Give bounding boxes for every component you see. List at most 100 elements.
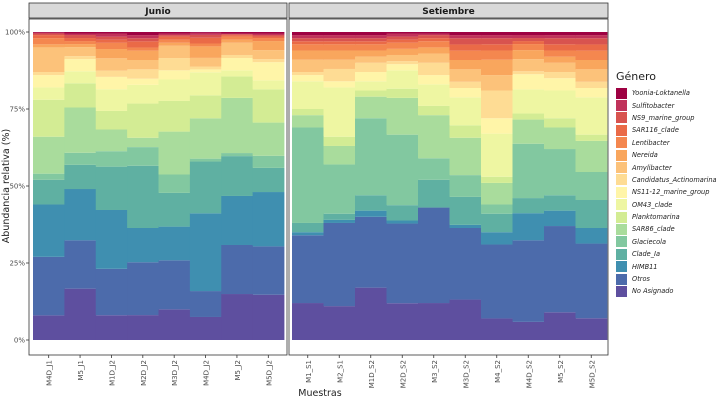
y-tick-label: 75% xyxy=(9,106,25,114)
bar-segment xyxy=(158,32,191,34)
legend-swatch xyxy=(616,137,627,149)
bar-segment xyxy=(355,44,387,51)
legend-item: No Asignado xyxy=(616,285,716,297)
bar-segment xyxy=(418,47,450,54)
bar-segment xyxy=(418,115,450,159)
bar-segment xyxy=(292,44,324,51)
facet-label: Junio xyxy=(144,7,170,17)
bar-segment xyxy=(127,41,159,48)
bar-segment xyxy=(544,44,576,51)
bar-segment xyxy=(449,44,482,51)
bar-segment xyxy=(64,189,97,241)
bar-segment xyxy=(418,41,450,48)
bar-segment xyxy=(544,226,576,313)
bar-segment xyxy=(95,58,128,71)
bar-segment xyxy=(292,115,324,128)
bar-segment xyxy=(33,204,65,257)
bar-segment xyxy=(575,38,608,45)
bar-segment xyxy=(512,143,545,199)
bar-segment xyxy=(575,60,608,70)
bar-segment xyxy=(418,179,450,208)
x-tick-label: M2D_J2 xyxy=(140,360,148,386)
bar-segment xyxy=(512,321,545,340)
bar-segment xyxy=(252,33,285,36)
bar-segment xyxy=(221,244,254,295)
bar-segment xyxy=(418,303,450,340)
bar-segment xyxy=(221,153,254,157)
bar-segment xyxy=(544,32,576,36)
bar-segment xyxy=(64,152,97,165)
bar-segment xyxy=(575,318,608,340)
x-tick-label: M4D_J1 xyxy=(46,360,54,386)
bar-segment xyxy=(252,32,285,34)
bar-segment xyxy=(481,204,513,214)
bar-segment xyxy=(189,43,222,47)
bar-segment xyxy=(481,213,513,233)
bar-segment xyxy=(449,137,482,176)
bar-segment xyxy=(355,81,387,91)
bar-segment xyxy=(323,41,356,45)
bar-segment xyxy=(189,66,222,70)
bar-segment xyxy=(292,38,324,42)
bar-segment xyxy=(189,291,222,317)
bar-segment xyxy=(575,81,608,88)
bar-segment xyxy=(512,213,545,241)
y-tick-label: 50% xyxy=(9,183,25,191)
bar-segment xyxy=(386,303,419,340)
bar-segment xyxy=(158,42,191,46)
bar-segment xyxy=(575,32,608,36)
bar-segment xyxy=(449,38,482,45)
bar-segment xyxy=(33,173,65,180)
legend-label: NS11-12_marine_group xyxy=(632,188,710,197)
bar-segment xyxy=(512,113,545,120)
x-tick-label: M4D_S2 xyxy=(525,360,533,388)
bar-segment xyxy=(449,32,482,36)
bar-segment xyxy=(481,244,513,319)
bar-segment xyxy=(481,35,513,39)
bar-segment xyxy=(323,222,356,307)
legend-item: Lentibacter xyxy=(616,137,716,149)
bar-segment xyxy=(292,72,324,76)
bar-segment xyxy=(418,33,450,36)
legend-item: Yoonia-Loktanella xyxy=(616,87,716,99)
bar-segment xyxy=(158,36,191,40)
x-tick-label: M1D_J2 xyxy=(108,360,116,386)
bar-segment xyxy=(512,44,545,51)
bar-segment xyxy=(512,59,545,72)
legend-label: Nereida xyxy=(632,151,658,160)
bar-segment xyxy=(449,35,482,39)
legend-item: SAR86_clade xyxy=(616,223,716,235)
bar-segment xyxy=(418,207,450,304)
bar-segment xyxy=(386,39,419,43)
legend-swatch xyxy=(616,149,627,161)
y-tick-label: 0% xyxy=(14,337,25,345)
bar-segment xyxy=(481,118,513,134)
legend-title: Género xyxy=(616,70,657,83)
bar-segment xyxy=(64,71,97,84)
bar-segment xyxy=(127,103,159,138)
bar-segment xyxy=(189,57,222,67)
bar-segment xyxy=(544,72,576,79)
bar-segment xyxy=(189,213,222,292)
bar-segment xyxy=(544,149,576,196)
x-tick-label: M5_J1 xyxy=(77,360,85,381)
bar-segment xyxy=(575,69,608,82)
bar-segment xyxy=(449,196,482,225)
bar-segment xyxy=(386,70,419,89)
legend-swatch xyxy=(616,112,627,124)
bar-segment xyxy=(127,78,159,85)
bar-segment xyxy=(481,59,513,76)
bar-segment xyxy=(323,32,356,36)
bar-segment xyxy=(481,176,513,183)
bar-segment xyxy=(189,69,222,73)
bar-segment xyxy=(575,243,608,319)
bar-segment xyxy=(418,75,450,85)
legend-item: Sulfitobacter xyxy=(616,99,716,112)
legend-swatch xyxy=(616,87,627,99)
bar-segment xyxy=(292,303,324,340)
bar-segment xyxy=(95,33,128,37)
y-tick-label: 25% xyxy=(9,260,25,268)
bar-segment xyxy=(189,32,222,35)
bar-segment xyxy=(449,299,482,340)
legend-label: Candidatus_Actinomarina xyxy=(632,175,716,184)
